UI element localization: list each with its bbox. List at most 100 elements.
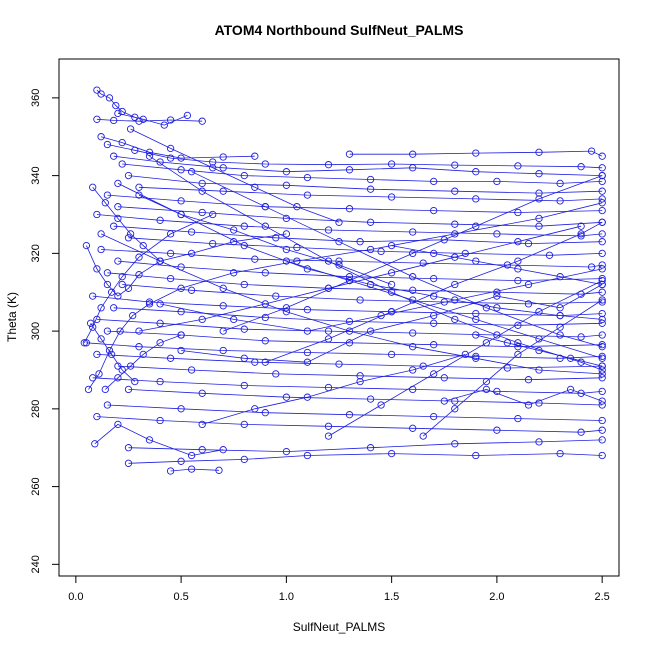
series-line: [128, 453, 603, 464]
data-point: [598, 230, 606, 238]
data-point: [577, 222, 585, 230]
data-point: [598, 171, 606, 180]
series-25: [114, 362, 606, 384]
data-point: [282, 393, 291, 401]
data-point: [187, 228, 196, 236]
data-point: [145, 436, 154, 444]
data-point: [93, 315, 101, 324]
data-point: [598, 309, 606, 318]
data-point: [116, 327, 124, 335]
data-point: [598, 249, 606, 258]
data-point: [451, 161, 459, 169]
data-point: [89, 323, 97, 331]
data-point: [598, 177, 606, 186]
series-27: [124, 385, 606, 409]
data-point: [95, 370, 103, 378]
data-point: [451, 187, 459, 195]
data-point: [598, 274, 606, 283]
data-point: [387, 280, 396, 289]
data-point: [366, 444, 375, 452]
data-point: [345, 273, 354, 281]
data-point: [535, 148, 543, 156]
data-point: [303, 451, 312, 460]
series-line: [113, 155, 603, 176]
data-point: [430, 249, 438, 258]
data-point: [598, 362, 606, 370]
data-point: [93, 265, 101, 273]
data-point: [409, 296, 417, 304]
data-point: [356, 296, 364, 304]
data-point: [524, 376, 533, 384]
data-point: [198, 187, 206, 195]
data-point: [335, 261, 343, 269]
data-point: [430, 206, 438, 215]
data-point: [387, 350, 396, 359]
series-line: [88, 202, 603, 390]
data-point: [482, 377, 491, 386]
series-line: [96, 89, 135, 118]
data-point: [598, 280, 606, 289]
series-12: [93, 210, 606, 240]
series-37: [135, 222, 585, 335]
data-point: [366, 327, 375, 335]
data-point: [97, 133, 105, 141]
series-3: [114, 109, 192, 129]
series-group: [80, 86, 606, 475]
series-56: [472, 331, 606, 370]
data-point: [156, 216, 164, 224]
data-point: [103, 140, 112, 149]
data-point: [272, 234, 280, 242]
data-point: [440, 374, 448, 382]
series-32: [166, 465, 223, 475]
series-line: [107, 272, 603, 295]
data-point: [556, 354, 564, 362]
data-point: [535, 170, 543, 178]
data-point: [598, 352, 606, 361]
data-point: [177, 457, 185, 465]
data-point: [177, 166, 185, 174]
data-point: [524, 280, 533, 289]
data-point: [324, 422, 333, 430]
data-point: [303, 393, 312, 401]
series-line: [138, 186, 603, 202]
series-line: [100, 136, 255, 159]
series-line: [328, 280, 603, 437]
data-point: [114, 257, 122, 265]
series-line: [122, 163, 603, 184]
data-point: [251, 152, 259, 160]
data-point: [282, 308, 291, 316]
data-point: [198, 179, 206, 188]
data-point: [451, 315, 459, 324]
data-point: [177, 154, 185, 162]
data-point: [97, 90, 105, 98]
series-28: [103, 401, 606, 425]
data-point: [156, 319, 164, 327]
plot-frame: [58, 58, 620, 577]
data-point: [215, 466, 223, 474]
data-point: [535, 399, 543, 407]
series-14: [124, 234, 606, 259]
data-point: [187, 451, 196, 460]
data-point: [577, 358, 585, 366]
data-point: [139, 350, 147, 359]
data-point: [114, 362, 122, 370]
series-line: [92, 295, 603, 317]
data-point: [535, 222, 543, 230]
data-point: [114, 179, 122, 188]
data-point: [409, 366, 417, 374]
data-point: [261, 300, 269, 308]
data-point: [345, 276, 354, 285]
data-point: [118, 366, 126, 374]
data-point: [598, 370, 606, 378]
series-8: [124, 171, 606, 197]
data-point: [514, 414, 522, 423]
series-line: [130, 128, 340, 223]
y-tick-label: 320: [30, 244, 42, 262]
series-52: [86, 319, 139, 386]
data-point: [156, 339, 164, 347]
data-point: [545, 251, 554, 259]
series-42: [187, 168, 606, 351]
data-point: [272, 292, 280, 300]
data-point: [598, 187, 606, 195]
data-point: [577, 428, 585, 436]
